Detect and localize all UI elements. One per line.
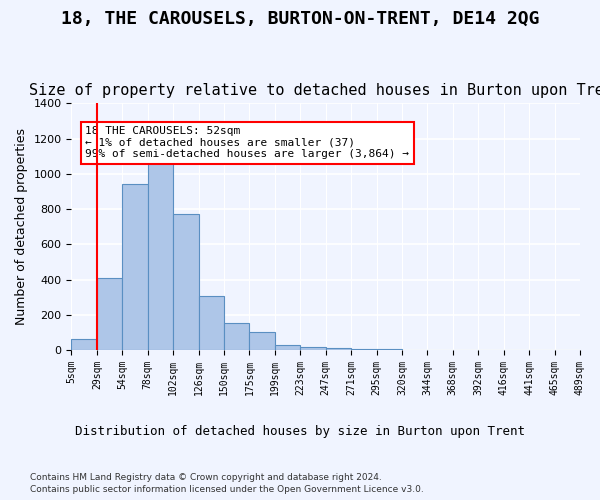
Bar	[326, 348, 351, 350]
Bar	[250, 332, 275, 350]
Text: 18, THE CAROUSELS, BURTON-ON-TRENT, DE14 2QG: 18, THE CAROUSELS, BURTON-ON-TRENT, DE14…	[61, 10, 539, 28]
Bar	[275, 344, 300, 350]
Bar	[199, 296, 224, 350]
Bar	[173, 214, 199, 350]
Bar	[351, 349, 377, 350]
Text: 18 THE CAROUSELS: 52sqm
← 1% of detached houses are smaller (37)
99% of semi-det: 18 THE CAROUSELS: 52sqm ← 1% of detached…	[85, 126, 409, 160]
Text: Contains public sector information licensed under the Open Government Licence v3: Contains public sector information licen…	[30, 486, 424, 494]
Bar	[97, 278, 122, 350]
Y-axis label: Number of detached properties: Number of detached properties	[15, 128, 28, 325]
Bar	[224, 322, 250, 350]
Title: Size of property relative to detached houses in Burton upon Trent: Size of property relative to detached ho…	[29, 83, 600, 98]
Bar	[377, 349, 402, 350]
Text: Distribution of detached houses by size in Burton upon Trent: Distribution of detached houses by size …	[75, 425, 525, 438]
Bar	[148, 156, 173, 350]
Bar	[300, 348, 326, 350]
Bar	[71, 338, 97, 350]
Text: Contains HM Land Registry data © Crown copyright and database right 2024.: Contains HM Land Registry data © Crown c…	[30, 473, 382, 482]
Bar	[122, 184, 148, 350]
